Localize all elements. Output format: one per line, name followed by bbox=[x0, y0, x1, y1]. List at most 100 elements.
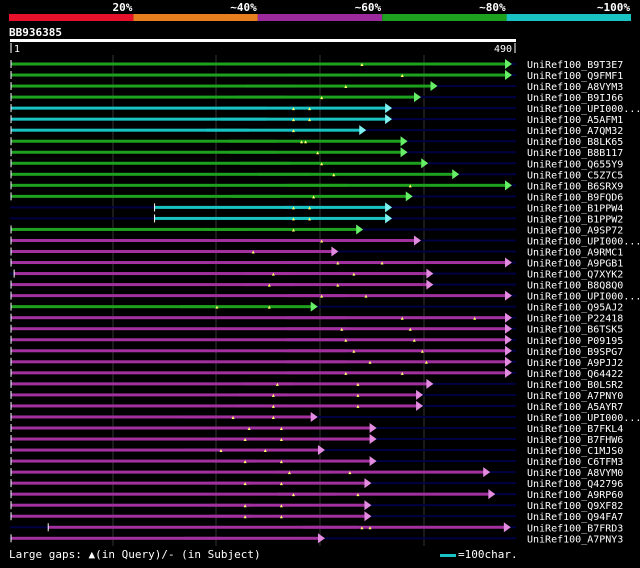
hit-arrow-icon bbox=[505, 323, 512, 334]
hit-bar-segment bbox=[204, 227, 247, 231]
hit-label: UniRef100_B9FQD6 bbox=[527, 192, 623, 203]
hit-bar bbox=[11, 327, 506, 331]
hit-bar-segment bbox=[179, 415, 217, 419]
gap-marker-icon bbox=[352, 272, 356, 276]
gap-marker-icon bbox=[271, 393, 275, 397]
scale-segment bbox=[257, 14, 383, 21]
gap-marker-icon bbox=[243, 438, 247, 442]
hit-label: UniRef100_A9RP60 bbox=[527, 490, 623, 501]
hit-bar-segment bbox=[286, 327, 347, 331]
hit-label: UniRef100_UPI000... bbox=[527, 413, 640, 424]
hit-label: UniRef100_B8LK65 bbox=[527, 137, 623, 148]
gap-marker-icon bbox=[267, 283, 271, 287]
hit-bar bbox=[11, 415, 312, 419]
hit-arrow-icon bbox=[505, 180, 512, 191]
hit-label: UniRef100_A7PNY3 bbox=[527, 534, 623, 545]
gap-marker-icon bbox=[308, 118, 312, 122]
gap-marker-icon bbox=[400, 316, 404, 320]
hit-arrow-icon bbox=[369, 422, 377, 433]
gap-marker-icon bbox=[279, 504, 283, 508]
hit-arrow-icon bbox=[364, 500, 372, 511]
hit-arrow-icon bbox=[385, 114, 393, 125]
hit-bar-segment bbox=[209, 481, 253, 485]
hit-arrow-icon bbox=[483, 467, 491, 478]
scale-label: ~80% bbox=[479, 1, 506, 14]
gap-marker-icon bbox=[304, 140, 308, 144]
hit-bar-segment bbox=[286, 294, 347, 298]
gap-marker-icon bbox=[360, 63, 364, 66]
hit-bar-segment bbox=[220, 106, 267, 110]
gap-marker-icon bbox=[308, 206, 312, 210]
gap-marker-icon bbox=[247, 426, 251, 430]
gap-marker-icon bbox=[263, 449, 267, 453]
hit-arrow-icon bbox=[385, 103, 393, 114]
hit-bar-segment bbox=[244, 272, 296, 276]
hit-label: UniRef100_B8B117 bbox=[527, 148, 623, 159]
hit-arrow-icon bbox=[505, 312, 512, 323]
hit-bar-segment bbox=[274, 470, 333, 474]
hit-arrow-icon bbox=[505, 257, 512, 268]
gap-marker-icon bbox=[356, 393, 360, 397]
gap-marker-icon bbox=[364, 294, 368, 298]
hit-bar bbox=[11, 73, 506, 77]
hit-arrow-icon bbox=[413, 235, 421, 246]
hit-label: UniRef100_Q42796 bbox=[527, 479, 623, 490]
hit-arrow-icon bbox=[505, 70, 512, 81]
hit-bar-segment bbox=[237, 393, 288, 397]
gap-marker-icon bbox=[400, 74, 404, 78]
gap-marker-icon bbox=[352, 349, 356, 353]
hit-bar bbox=[11, 459, 371, 463]
hit-bar-segment bbox=[220, 117, 267, 121]
scale-label: ~40% bbox=[230, 1, 257, 14]
hit-bar-segment bbox=[212, 437, 256, 441]
hit-label: UniRef100_A5AYR7 bbox=[527, 402, 623, 413]
hit-label: UniRef100_B8Q8Q0 bbox=[527, 281, 623, 292]
hit-arrow-icon bbox=[364, 478, 372, 489]
hit-bar-segment bbox=[302, 525, 359, 529]
hit-bar bbox=[11, 338, 506, 342]
hit-arrow-icon bbox=[317, 445, 325, 456]
hit-arrow-icon bbox=[369, 456, 377, 467]
hit-bar bbox=[11, 426, 371, 430]
gap-marker-icon bbox=[275, 382, 279, 386]
gap-marker-icon bbox=[243, 515, 247, 519]
hit-label: UniRef100_Q64422 bbox=[527, 369, 623, 380]
hit-arrow-icon bbox=[426, 378, 434, 389]
hit-label: UniRef100_A9PGB1 bbox=[527, 259, 623, 270]
hit-bar-segment bbox=[179, 305, 217, 309]
gap-marker-icon bbox=[408, 184, 412, 188]
gap-marker-icon bbox=[344, 338, 348, 342]
gap-marker-icon bbox=[271, 272, 275, 276]
hit-label: UniRef100_B1PPW4 bbox=[527, 203, 623, 214]
hit-bar bbox=[11, 128, 361, 132]
hit-arrow-icon bbox=[503, 522, 511, 533]
hit-bar-segment bbox=[236, 95, 286, 99]
gap-marker-icon bbox=[287, 471, 291, 475]
hit-label: UniRef100_P09195 bbox=[527, 336, 623, 347]
gap-marker-icon bbox=[412, 338, 416, 342]
gap-marker-icon bbox=[312, 195, 316, 199]
gap-marker-icon bbox=[344, 371, 348, 375]
hit-bar bbox=[11, 106, 387, 110]
hit-bar-segment bbox=[286, 360, 347, 364]
hit-label: UniRef100_Q94FA7 bbox=[527, 512, 623, 523]
hit-bar-segment bbox=[209, 503, 253, 507]
hit-label: UniRef100_P22418 bbox=[527, 314, 623, 325]
hit-bar-segment bbox=[206, 128, 250, 132]
hit-bar bbox=[11, 371, 506, 375]
hit-bar bbox=[11, 349, 506, 353]
scale-label: ~60% bbox=[355, 1, 382, 14]
hit-bar bbox=[11, 514, 366, 518]
hit-label: UniRef100_C5Z7C5 bbox=[527, 170, 623, 181]
hit-arrow-icon bbox=[385, 213, 393, 224]
scale-segment bbox=[133, 14, 258, 21]
hit-bar bbox=[11, 261, 506, 265]
hit-arrow-icon bbox=[385, 202, 393, 213]
hit-arrow-icon bbox=[505, 290, 512, 301]
gap-marker-icon bbox=[271, 415, 275, 419]
hit-bar bbox=[11, 492, 490, 496]
hit-arrow-icon bbox=[505, 356, 512, 367]
hit-arrow-icon bbox=[400, 147, 408, 158]
hit-arrow-icon bbox=[426, 268, 434, 279]
hit-label: UniRef100_B9IJ66 bbox=[527, 93, 623, 104]
